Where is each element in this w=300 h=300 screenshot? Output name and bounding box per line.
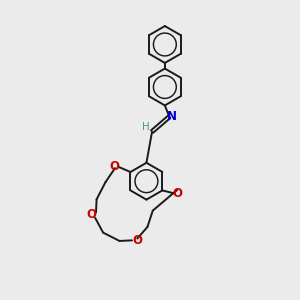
Text: H: H: [142, 122, 149, 132]
Text: O: O: [86, 208, 96, 221]
Text: N: N: [167, 110, 177, 123]
Text: O: O: [133, 234, 142, 247]
Text: O: O: [110, 160, 119, 172]
Text: O: O: [173, 188, 183, 200]
